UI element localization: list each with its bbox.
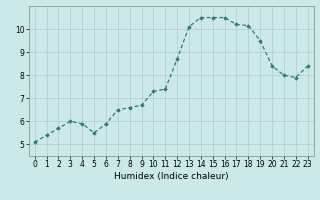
X-axis label: Humidex (Indice chaleur): Humidex (Indice chaleur) — [114, 172, 228, 181]
